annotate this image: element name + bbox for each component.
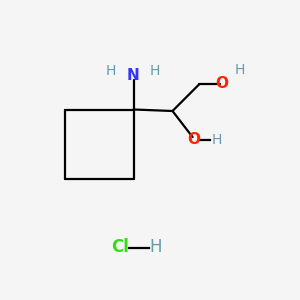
Text: H: H [150,238,162,256]
Text: Cl: Cl [111,238,129,256]
Text: O: O [188,132,201,147]
Text: O: O [215,76,229,92]
Text: N: N [127,68,140,82]
Text: H: H [106,64,116,78]
Text: H: H [212,133,222,146]
Text: H: H [234,63,244,76]
Text: H: H [150,64,160,78]
